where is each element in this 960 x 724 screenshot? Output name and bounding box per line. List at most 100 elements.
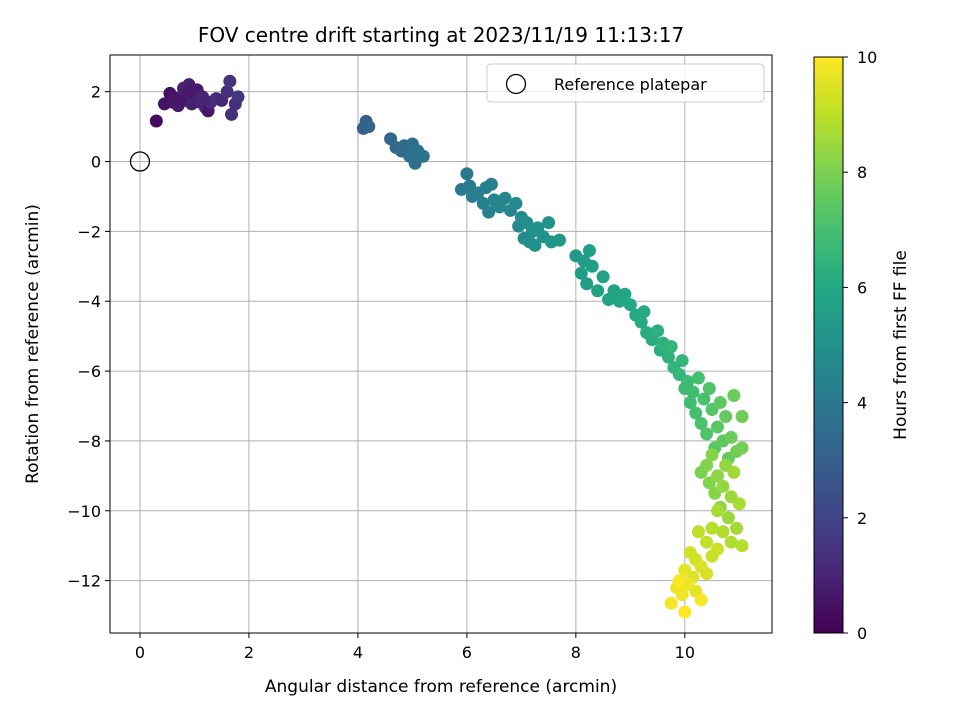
colorbar-gradient [813,56,844,634]
scatter-point [574,266,588,280]
scatter-point [596,270,610,284]
x-tick-label: 2 [244,643,254,662]
scatter-point [678,563,692,577]
scatter-point [580,277,594,291]
scatter-point [711,469,725,483]
scatter-point [523,235,537,249]
scatter-point [223,74,237,88]
scatter-point [732,497,746,511]
x-tick-label: 8 [571,643,581,662]
scatter-point [700,427,714,441]
colorbar-tick-label: 2 [857,509,867,528]
scatter-point [661,350,675,364]
x-axis-ticks: 0 2 4 6 8 10 [135,633,695,662]
reference-point [129,151,151,172]
legend-entry-label: Reference platepar [554,75,707,94]
scatter-point [719,409,733,423]
x-axis-label: Angular distance from reference (arcmin) [265,677,617,697]
y-tick-label: −10 [67,502,101,521]
scatter-point [721,511,735,525]
scatter-point [542,216,556,230]
scatter-point [362,120,376,134]
scatter-point [697,392,711,406]
scatter-point [700,458,714,472]
scatter-point [711,504,725,518]
y-axis-ticks: 2 0 −2 −4 −6 −8 −10 −12 [67,83,110,591]
y-tick-label: −12 [67,572,101,591]
scatter-point [509,196,523,210]
legend-marker-circle [505,73,527,95]
scatter-point [651,324,665,338]
scatter-point [618,287,632,301]
y-tick-label: 2 [91,83,101,102]
scatter-point [724,430,738,444]
colorbar-tick-label: 10 [857,48,877,67]
scatter-point [634,315,648,329]
scatter-point [582,244,596,258]
scatter-point [484,177,498,191]
scatter-point [691,525,705,539]
scatter-point [705,521,719,535]
x-tick-label: 4 [353,643,363,662]
scatter-point [711,420,725,434]
scatter-point [716,479,730,493]
scatter-point [689,406,703,420]
colorbar-tick-label: 0 [857,624,867,643]
scatter-point [730,521,744,535]
legend: Reference platepar [486,63,765,103]
reference-point-marker [129,151,151,172]
scatter-point [694,416,708,430]
scatter-point [637,305,651,319]
colorbar-ticks: 0 2 4 6 8 10 [843,48,877,643]
scatter-point [220,85,234,99]
plot-frame [109,54,773,634]
scatter-point [181,86,195,100]
y-tick-label: −4 [77,292,101,311]
y-axis-label: Rotation from reference (arcmin) [23,204,43,484]
scatter-point [683,546,697,560]
scatter-point [724,535,738,549]
scatter-points [149,74,749,619]
scatter-point [735,409,749,423]
x-tick-label: 0 [135,643,145,662]
y-tick-label: −2 [77,222,101,241]
y-tick-label: −6 [77,362,101,381]
scatter-point [231,90,245,104]
scatter-point [681,375,695,389]
scatter-point [700,567,714,581]
scatter-point [623,298,637,312]
scatter-point [460,167,474,181]
grid-lines [110,55,772,633]
scatter-point [585,259,599,273]
scatter-point [702,382,716,396]
scatter-point [727,389,741,403]
scatter-point [735,441,749,455]
x-tick-label: 10 [675,643,695,662]
scatter-point [678,605,692,619]
scatter-point [664,596,678,610]
scatter-point [607,284,621,298]
y-tick-label: 0 [91,153,101,172]
scatter-point [711,542,725,556]
legend-box [486,63,765,103]
scatter-point [705,448,719,462]
scatter-point [716,525,730,539]
colorbar-label: Hours from first FF file [891,250,911,440]
scatter-point [694,593,708,607]
scatter-point [683,395,697,409]
colorbar: 0 2 4 6 8 10 Hours from first FF file [813,48,911,643]
colorbar-tick-label: 6 [857,278,867,297]
scatter-point [591,284,605,298]
scatter-point [700,535,714,549]
scatter-point [691,371,705,385]
scatter-point [672,574,686,588]
scatter-point [686,385,700,399]
colorbar-tick-label: 8 [857,163,867,182]
scatter-point [735,539,749,553]
scatter-point [196,90,210,104]
scatter-point [713,395,727,409]
scatter-point [727,465,741,479]
scatter-point [490,198,504,212]
x-tick-label: 6 [462,643,472,662]
